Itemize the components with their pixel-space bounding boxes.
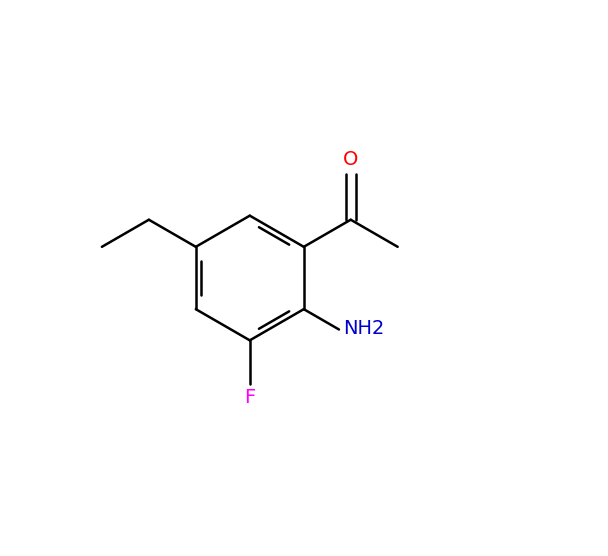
Text: O: O xyxy=(343,150,358,170)
Text: F: F xyxy=(244,388,255,407)
Text: NH2: NH2 xyxy=(343,319,384,338)
